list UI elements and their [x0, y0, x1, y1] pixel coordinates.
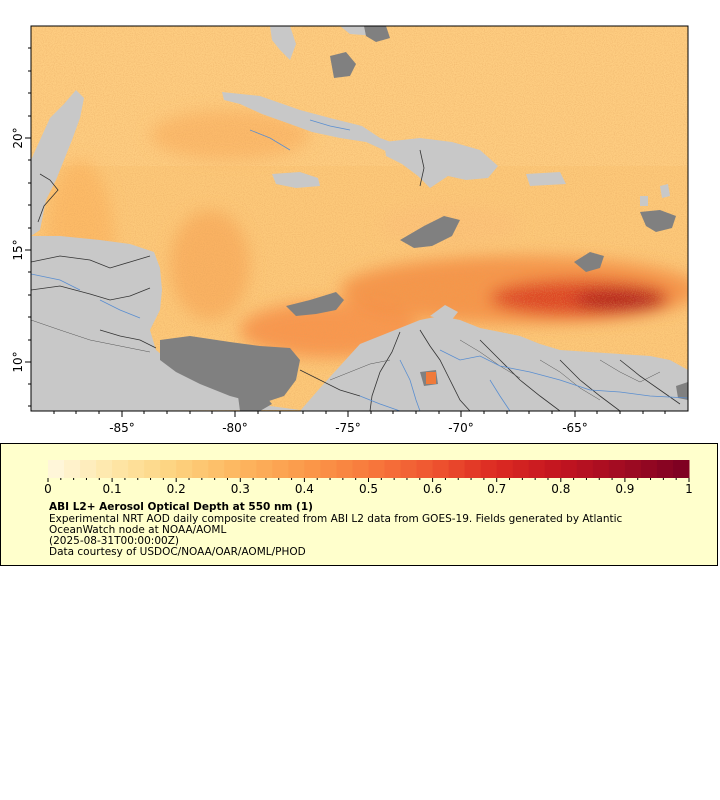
colorbar-swatch	[448, 460, 466, 478]
colorbar-swatch	[224, 460, 241, 478]
colorbar-swatch	[640, 460, 658, 478]
colorbar-swatch	[272, 460, 289, 478]
colorbar: 0 0.1 0.2 0.3 0.4 0.5 0.6 0.7 0.8 0.9 1	[44, 460, 693, 496]
colorbar-swatch	[176, 460, 193, 478]
colorbar-swatch	[544, 460, 562, 478]
legend-description-line2: OceanWatch node at NOAA/AOML	[49, 524, 227, 536]
colorbar-swatch	[320, 460, 337, 478]
colorbar-swatch	[496, 460, 514, 478]
colorbar-swatch	[144, 460, 161, 478]
colorbar-swatch	[128, 460, 145, 478]
colorbar-swatch	[368, 460, 386, 478]
colorbar-swatch	[416, 460, 434, 478]
colorbar-swatch	[96, 460, 113, 478]
colorbar-tick-label: 0.5	[359, 482, 378, 496]
colorbar-ticks	[47, 478, 690, 482]
legend-title: ABI L2+ Aerosol Optical Depth at 550 nm …	[49, 501, 313, 513]
colorbar-swatch	[352, 460, 369, 478]
colorbar-tick-label: 0.6	[423, 482, 442, 496]
colorbar-swatch	[624, 460, 642, 478]
yucatan	[31, 90, 84, 236]
colorbar-swatch	[112, 460, 129, 478]
colorbar-tick-label: 0.1	[103, 482, 122, 496]
colorbar-swatch	[592, 460, 610, 478]
map-frame	[30, 25, 689, 412]
colorbar-swatch	[560, 460, 578, 478]
colorbar-swatch	[672, 460, 690, 478]
cuba	[222, 92, 408, 156]
colorbar-swatch	[576, 460, 594, 478]
colorbar-swatch	[656, 460, 674, 478]
rivers	[31, 119, 688, 411]
colorbar-swatch	[192, 460, 209, 478]
lon-tick-75: -75°	[335, 421, 361, 435]
jamaica	[272, 172, 320, 188]
colorbar-swatch	[464, 460, 482, 478]
aod-map: -85° -80° -75° -70° -65° 20° 15° 10°	[11, 25, 689, 435]
colorbar-swatch	[480, 460, 498, 478]
colorbar-swatch	[336, 460, 353, 478]
puerto-rico	[526, 172, 566, 186]
central-america	[31, 236, 300, 411]
lat-tick-15: 15°	[11, 239, 25, 260]
lon-tick-65: -65°	[562, 421, 588, 435]
colorbar-swatch	[240, 460, 257, 478]
legend-description-line1: Experimental NRT AOD daily composite cre…	[49, 513, 623, 525]
colorbar-swatch	[288, 460, 305, 478]
hispaniola	[384, 138, 498, 188]
colorbar-tick-label: 0.7	[487, 482, 506, 496]
colorbar-tick-label: 0.4	[295, 482, 314, 496]
colorbar-tick-label: 0.8	[551, 482, 570, 496]
lon-tick-80: -80°	[222, 421, 248, 435]
legend-date: (2025-08-31T00:00:00Z)	[49, 535, 179, 547]
colorbar-labels: 0 0.1 0.2 0.3 0.4 0.5 0.6 0.7 0.8 0.9 1	[44, 482, 693, 496]
colorbar-swatches	[48, 460, 690, 478]
lat-tick-10: 10°	[11, 351, 25, 372]
colorbar-tick-label: 0.2	[167, 482, 186, 496]
colorbar-swatch	[208, 460, 225, 478]
lat-axis	[25, 47, 31, 407]
lon-tick-85: -85°	[109, 421, 135, 435]
lon-axis	[53, 411, 666, 417]
colorbar-swatch	[608, 460, 626, 478]
colorbar-swatch	[528, 460, 546, 478]
colorbar-swatch	[432, 460, 450, 478]
lat-tick-20: 20°	[11, 127, 25, 148]
colorbar-swatch	[64, 460, 81, 478]
colorbar-swatch	[384, 460, 402, 478]
colorbar-swatch	[80, 460, 97, 478]
lon-tick-70: -70°	[448, 421, 474, 435]
colorbar-tick-label: 0.9	[615, 482, 634, 496]
colorbar-swatch	[160, 460, 177, 478]
colorbar-swatch	[512, 460, 530, 478]
legend-credit: Data courtesy of USDOC/NOAA/OAR/AOML/PHO…	[49, 546, 306, 558]
no-data-regions	[160, 26, 688, 411]
colorbar-tick-label: 0.3	[231, 482, 250, 496]
colorbar-swatch	[400, 460, 418, 478]
colorbar-tick-label: 1	[685, 482, 693, 496]
colorbar-swatch	[48, 460, 65, 478]
colorbar-tick-label: 0	[44, 482, 52, 496]
colorbar-swatch	[304, 460, 321, 478]
colorbar-swatch	[256, 460, 273, 478]
legend-panel: 0 0.1 0.2 0.3 0.4 0.5 0.6 0.7 0.8 0.9 1 ABI L2+ Ae…	[0, 443, 718, 566]
florida	[270, 26, 296, 60]
